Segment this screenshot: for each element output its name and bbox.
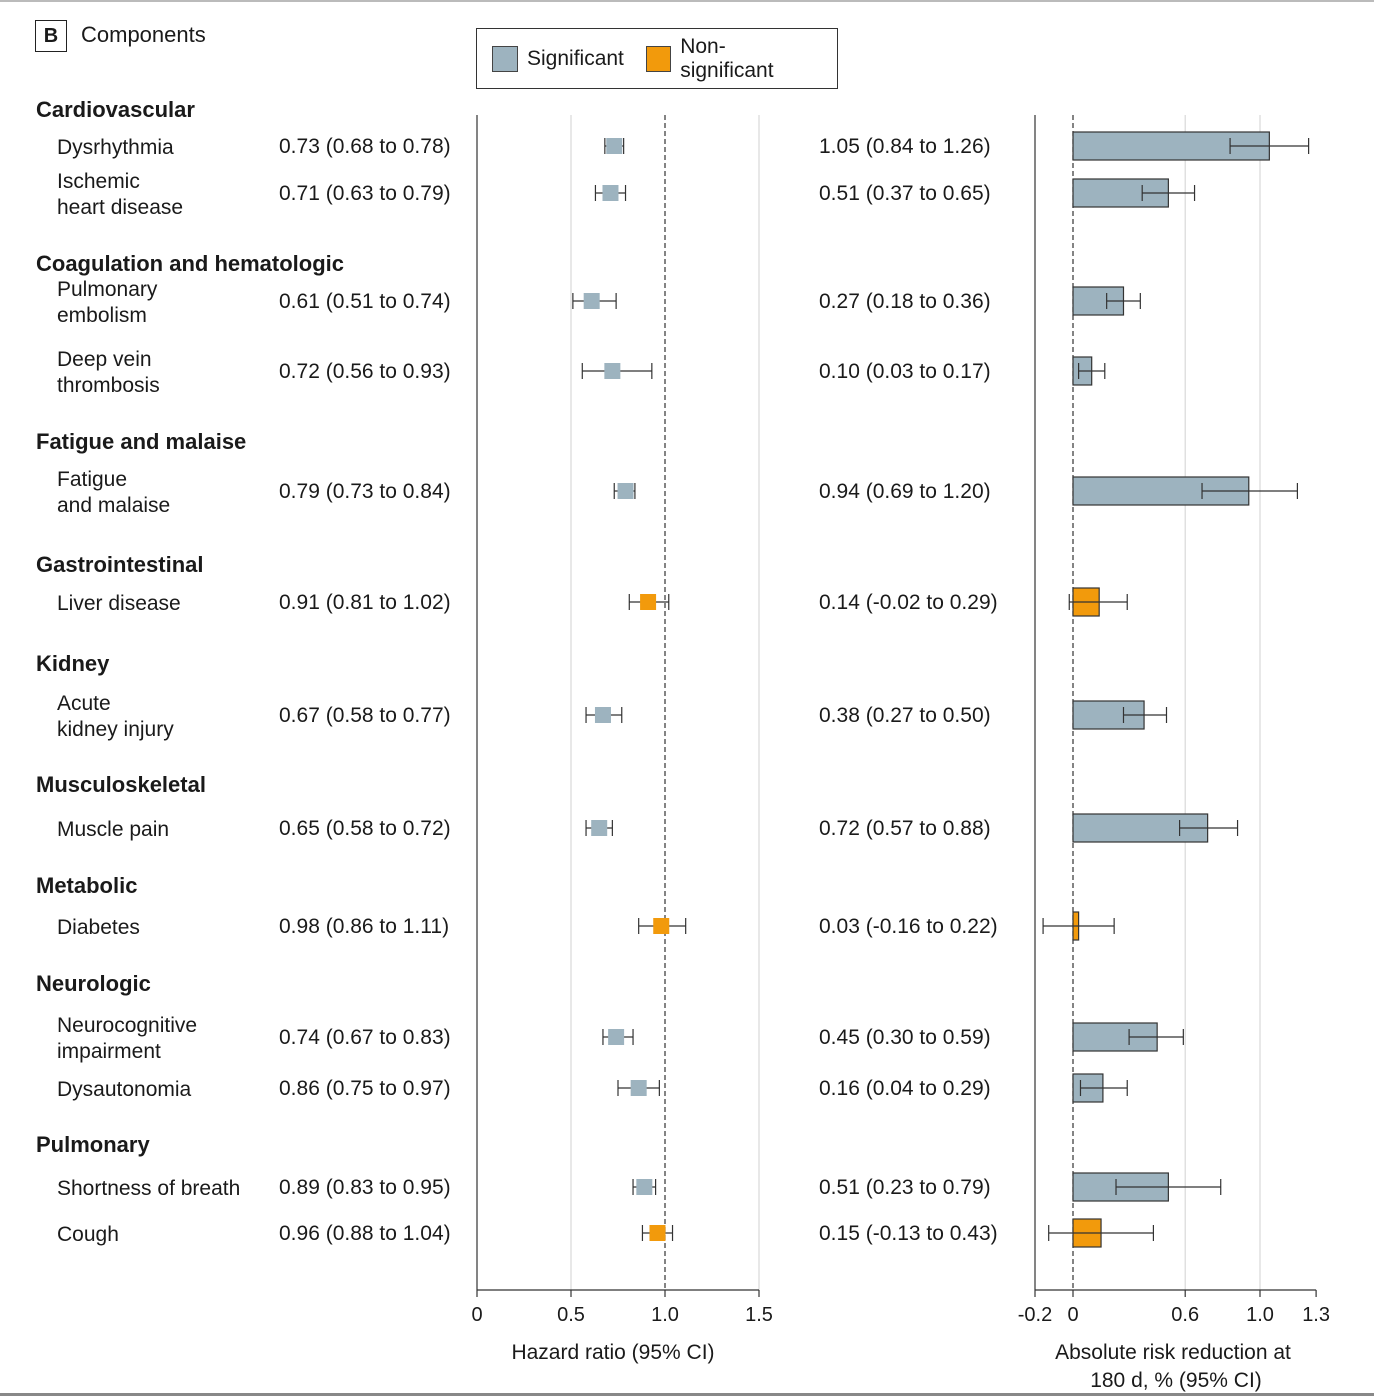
outcome-label-line1: Deep vein xyxy=(57,348,152,371)
hr-point-marker xyxy=(617,483,634,499)
arr-value-label: 0.15 (-0.13 to 0.43) xyxy=(819,1222,998,1245)
hr-value-label: 0.61 (0.51 to 0.74) xyxy=(279,290,451,313)
legend-swatch-nonsignificant xyxy=(645,45,672,72)
outcome-label: Liver disease xyxy=(57,592,181,615)
arr-value-label: 0.03 (-0.16 to 0.22) xyxy=(819,915,998,938)
outcome-label: Diabetes xyxy=(57,916,140,939)
hr-value-label: 0.67 (0.58 to 0.77) xyxy=(279,704,451,727)
outcome-label: Dysrhythmia xyxy=(57,136,174,159)
hr-x-axis-title: Hazard ratio (95% CI) xyxy=(511,1341,714,1364)
hr-point-marker xyxy=(608,1029,625,1045)
hr-value-label: 0.71 (0.63 to 0.79) xyxy=(279,182,451,205)
hr-x-tick-label: 1.5 xyxy=(745,1304,773,1326)
arr-x-axis-title-line2: 180 d, % (95% CI) xyxy=(1090,1369,1262,1392)
arr-x-tick-label: 1.3 xyxy=(1302,1304,1330,1326)
hr-point-marker xyxy=(602,185,619,201)
arr-x-tick-label: 1.0 xyxy=(1246,1304,1274,1326)
outcome-label-line1: Pulmonary xyxy=(57,278,158,301)
hr-value-label: 0.79 (0.73 to 0.84) xyxy=(279,480,451,503)
outcome-label: Cough xyxy=(57,1223,119,1246)
arr-value-label: 0.94 (0.69 to 1.20) xyxy=(819,480,991,503)
arr-x-tick-label: -0.2 xyxy=(1018,1304,1052,1326)
arr-value-label: 1.05 (0.84 to 1.26) xyxy=(819,135,991,158)
hr-point-marker xyxy=(604,363,621,379)
hr-value-label: 0.73 (0.68 to 0.78) xyxy=(279,135,451,158)
outcome-label-line2: impairment xyxy=(57,1040,161,1063)
hr-point-marker xyxy=(649,1225,666,1241)
bottom-rule xyxy=(0,1393,1374,1396)
arr-value-label: 0.10 (0.03 to 0.17) xyxy=(819,360,991,383)
hr-point-marker xyxy=(591,820,608,836)
hr-value-label: 0.96 (0.88 to 1.04) xyxy=(279,1222,451,1245)
arr-x-tick-label: 0 xyxy=(1067,1304,1078,1326)
hr-point-marker xyxy=(606,138,623,154)
arr-value-label: 0.45 (0.30 to 0.59) xyxy=(819,1026,991,1049)
outcome-label-line1: Ischemic xyxy=(57,170,140,193)
group-heading: Cardiovascular xyxy=(36,97,195,122)
outcome-label-line2: thrombosis xyxy=(57,374,160,397)
hr-value-label: 0.65 (0.58 to 0.72) xyxy=(279,817,451,840)
outcome-label-line2: embolism xyxy=(57,304,147,327)
legend-item-significant: Significant xyxy=(492,45,624,72)
panel-label: B xyxy=(35,20,67,52)
arr-value-label: 0.38 (0.27 to 0.50) xyxy=(819,704,991,727)
hr-point-marker xyxy=(653,918,670,934)
panel-title: Components xyxy=(81,22,206,47)
arr-value-label: 0.51 (0.23 to 0.79) xyxy=(819,1176,991,1199)
outcome-label: Muscle pain xyxy=(57,818,169,841)
hr-point-marker xyxy=(583,293,600,309)
arr-x-tick-label: 0.6 xyxy=(1171,1304,1199,1326)
hr-x-tick-label: 0.5 xyxy=(557,1304,585,1326)
hr-value-label: 0.74 (0.67 to 0.83) xyxy=(279,1026,451,1049)
outcome-label-line2: heart disease xyxy=(57,196,183,219)
outcome-label: Shortness of breath xyxy=(57,1177,240,1200)
group-heading: Musculoskeletal xyxy=(36,772,206,797)
hr-value-label: 0.72 (0.56 to 0.93) xyxy=(279,360,451,383)
group-heading: Coagulation and hematologic xyxy=(36,251,344,276)
group-heading: Metabolic xyxy=(36,873,137,898)
arr-value-label: 0.27 (0.18 to 0.36) xyxy=(819,290,991,313)
legend-swatch-significant xyxy=(492,45,518,72)
arr-value-label: 0.72 (0.57 to 0.88) xyxy=(819,817,991,840)
outcome-label-line1: Acute xyxy=(57,692,111,715)
outcome-label: Dysautonomia xyxy=(57,1078,192,1101)
hr-point-marker xyxy=(636,1179,653,1195)
arr-x-axis-title-line1: Absolute risk reduction at xyxy=(1055,1341,1291,1364)
group-heading: Fatigue and malaise xyxy=(36,429,246,454)
hr-point-marker xyxy=(630,1080,647,1096)
top-rule xyxy=(0,0,1374,2)
hr-value-label: 0.98 (0.86 to 1.11) xyxy=(279,915,449,938)
hr-value-label: 0.86 (0.75 to 0.97) xyxy=(279,1077,451,1100)
outcome-label-line1: Fatigue xyxy=(57,468,127,491)
arr-value-label: 0.16 (0.04 to 0.29) xyxy=(819,1077,991,1100)
group-heading: Kidney xyxy=(36,651,110,676)
hr-value-label: 0.89 (0.83 to 0.95) xyxy=(279,1176,451,1199)
legend: Significant Non-significant xyxy=(476,28,838,89)
hr-point-marker xyxy=(594,707,611,723)
group-heading: Gastrointestinal xyxy=(36,552,203,577)
legend-item-nonsignificant: Non-significant xyxy=(645,34,815,83)
arr-value-label: 0.51 (0.37 to 0.65) xyxy=(819,182,991,205)
outcome-label-line2: and malaise xyxy=(57,494,170,517)
arr-value-label: 0.14 (-0.02 to 0.29) xyxy=(819,591,998,614)
outcome-label-line1: Neurocognitive xyxy=(57,1014,197,1037)
group-heading: Neurologic xyxy=(36,971,151,996)
outcome-label-line2: kidney injury xyxy=(57,718,174,741)
hr-x-tick-label: 0 xyxy=(471,1304,482,1326)
legend-label-significant: Significant xyxy=(527,46,624,70)
hr-x-tick-label: 1.0 xyxy=(651,1304,679,1326)
group-heading: Pulmonary xyxy=(36,1132,150,1157)
hr-point-marker xyxy=(640,594,657,610)
hr-value-label: 0.91 (0.81 to 1.02) xyxy=(279,591,451,614)
legend-label-nonsignificant: Non-significant xyxy=(680,34,774,82)
